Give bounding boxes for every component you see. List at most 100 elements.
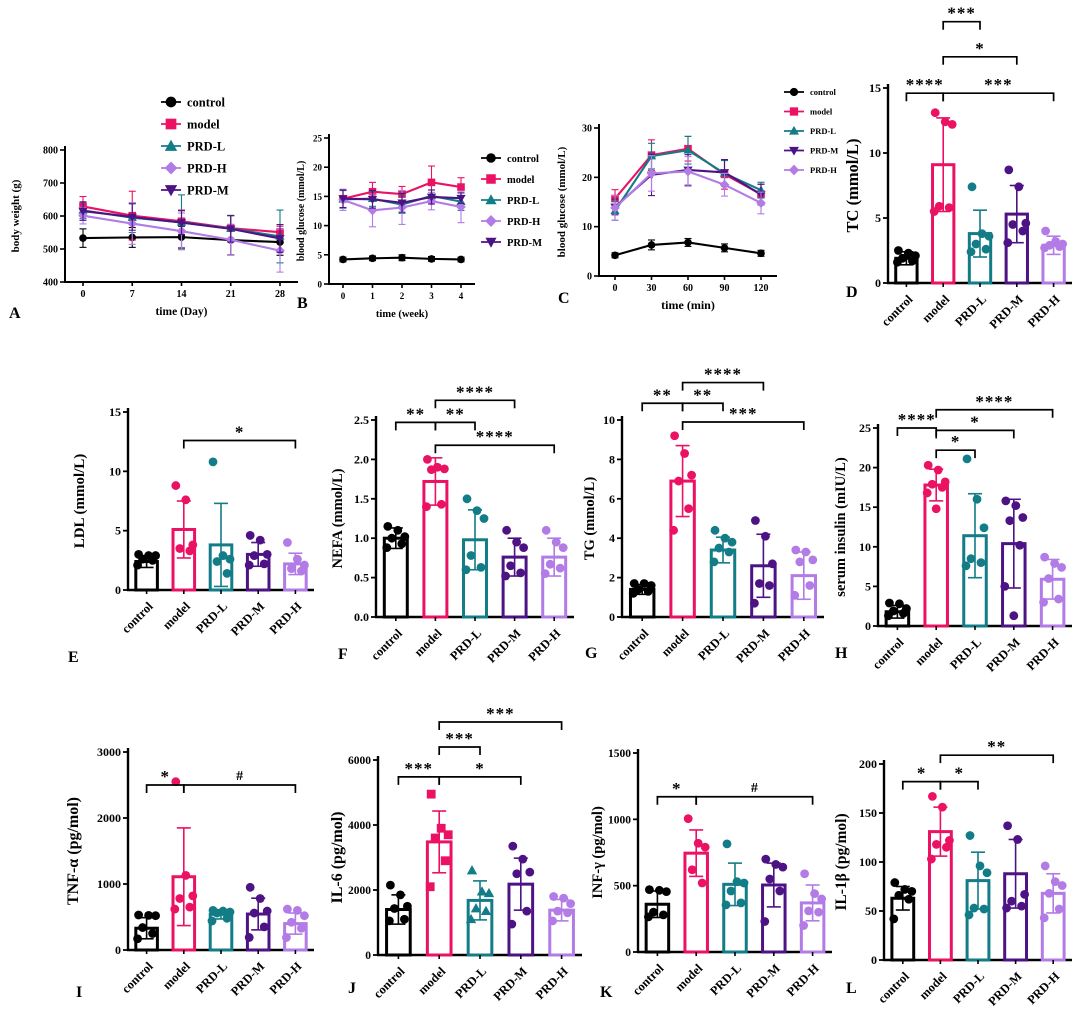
svg-text:15: 15 xyxy=(859,500,871,514)
svg-text:10: 10 xyxy=(313,221,323,231)
svg-text:PRD-M: PRD-M xyxy=(733,626,772,665)
svg-text:***: *** xyxy=(445,729,474,748)
svg-text:****: **** xyxy=(898,410,936,429)
svg-text:25: 25 xyxy=(313,134,323,144)
svg-text:20: 20 xyxy=(859,461,871,475)
svg-text:LDL (mmol/L): LDL (mmol/L) xyxy=(72,454,88,549)
svg-text:control: control xyxy=(630,961,667,998)
svg-text:PRD-M: PRD-M xyxy=(984,635,1023,674)
svg-text:K: K xyxy=(600,984,613,1001)
svg-text:8: 8 xyxy=(609,452,615,466)
svg-text:*: * xyxy=(975,39,985,58)
svg-text:**: ** xyxy=(693,385,712,404)
svg-text:control: control xyxy=(870,635,907,672)
svg-text:200: 200 xyxy=(859,757,877,771)
panel-F-svg: 0.0 0.5 1.0 1.5 2.0 2.5 control model PRD-L PRD-M… xyxy=(330,382,574,666)
svg-text:600: 600 xyxy=(43,212,58,223)
svg-text:1.5: 1.5 xyxy=(354,492,369,506)
svg-text:PRD-L: PRD-L xyxy=(952,292,989,329)
svg-text:IL-1β (pg/mol): IL-1β (pg/mol) xyxy=(833,813,850,910)
panel-K-inf-gamma-bar-chart: 0 500 1000 1500 control model PRD-L PRD-M PRD-H *… xyxy=(590,715,840,1015)
panel-F-nefa-bar-chart: 0.0 0.5 1.0 1.5 2.0 2.5 control model PRD-L PRD-M… xyxy=(330,360,582,680)
svg-text:1: 1 xyxy=(370,291,375,301)
svg-text:#: # xyxy=(751,781,758,796)
svg-text:0: 0 xyxy=(115,583,121,597)
svg-text:PRD-M: PRD-M xyxy=(985,969,1024,1008)
svg-text:IL-6 (pg/mol): IL-6 (pg/mol) xyxy=(330,812,346,904)
svg-text:2: 2 xyxy=(609,571,615,585)
svg-text:blood glucose (mmol/L): blood glucose (mmol/L) xyxy=(556,146,568,257)
svg-text:PRD-H: PRD-H xyxy=(267,959,305,997)
svg-text:5: 5 xyxy=(318,250,323,260)
svg-text:PRD-L: PRD-L xyxy=(447,626,484,663)
svg-text:model: model xyxy=(912,635,945,668)
svg-text:****: **** xyxy=(704,365,742,384)
svg-text:NEFA (mmol/L): NEFA (mmol/L) xyxy=(330,468,346,568)
svg-text:***: *** xyxy=(729,404,758,423)
svg-text:serum insulin (mIU/L): serum insulin (mIU/L) xyxy=(833,457,849,597)
panel-L-il1-beta-bar-chart: 0 50 100 150 200 control model PRD-L PRD-M PRD-H *… xyxy=(832,692,1080,1017)
svg-text:PRD-H: PRD-H xyxy=(507,217,540,228)
svg-text:90: 90 xyxy=(720,283,730,294)
svg-text:1.0: 1.0 xyxy=(354,531,369,545)
svg-text:control: control xyxy=(119,599,156,636)
svg-text:***: *** xyxy=(405,759,434,778)
svg-text:PRD-L: PRD-L xyxy=(950,969,987,1006)
svg-text:0: 0 xyxy=(587,272,592,283)
svg-text:0: 0 xyxy=(871,953,877,967)
svg-text:0.0: 0.0 xyxy=(354,610,369,624)
svg-text:PRD-H: PRD-H xyxy=(267,599,305,637)
svg-text:H: H xyxy=(835,645,848,662)
svg-text:E: E xyxy=(68,649,79,666)
svg-text:120: 120 xyxy=(754,283,769,294)
svg-text:5: 5 xyxy=(865,579,871,593)
svg-text:21: 21 xyxy=(226,289,236,300)
svg-text:*: * xyxy=(917,764,927,783)
svg-text:PRD-H: PRD-H xyxy=(1024,969,1062,1007)
svg-text:**: ** xyxy=(446,404,465,423)
svg-text:model: model xyxy=(415,964,448,997)
svg-text:PRD-L: PRD-L xyxy=(947,635,984,672)
svg-text:0: 0 xyxy=(115,943,121,957)
svg-text:15: 15 xyxy=(313,192,323,202)
svg-text:**: ** xyxy=(653,385,672,404)
svg-text:2: 2 xyxy=(400,291,405,301)
panel-B-blood-glucose-week-line-chart: 0 5 10 15 20 25 0 1 2 3 4 control model PRD-L PRD-H PRD… xyxy=(295,92,557,335)
svg-text:INF-γ (pg/mol): INF-γ (pg/mol) xyxy=(590,806,606,899)
svg-text:model: model xyxy=(917,969,950,1002)
svg-text:****: **** xyxy=(476,427,514,446)
svg-text:20: 20 xyxy=(582,173,592,184)
svg-text:control: control xyxy=(371,964,408,1001)
svg-text:6000: 6000 xyxy=(348,755,371,767)
svg-text:0: 0 xyxy=(613,283,618,294)
svg-text:control: control xyxy=(615,626,652,663)
svg-text:****: **** xyxy=(456,382,494,401)
svg-text:0: 0 xyxy=(341,291,346,301)
svg-text:PRD-L: PRD-L xyxy=(810,126,836,136)
svg-text:PRD-M: PRD-M xyxy=(491,964,530,1003)
svg-text:4000: 4000 xyxy=(348,820,371,832)
svg-text:J: J xyxy=(348,980,356,997)
svg-text:500: 500 xyxy=(43,245,58,256)
svg-text:PRD-H: PRD-H xyxy=(525,626,563,664)
svg-text:model: model xyxy=(187,118,220,132)
svg-text:model: model xyxy=(810,107,833,117)
panel-G-tg-bar-chart: 0 2 4 6 8 10 control model PRD-L PRD-M PRD-H *** ** *… xyxy=(582,352,832,680)
panel-K-svg: 0 500 1000 1500 control model PRD-L PRD-M PRD-H *… xyxy=(590,748,832,1001)
svg-text:400: 400 xyxy=(43,278,58,289)
svg-text:PRD-M: PRD-M xyxy=(507,238,542,249)
panel-E-ldl-bar-chart: 0 5 10 15 control model PRD-L PRD-M PRD-H * LDL (m… xyxy=(60,375,322,675)
svg-text:10: 10 xyxy=(603,413,615,427)
svg-text:*: * xyxy=(160,767,170,786)
svg-text:PRD-L: PRD-L xyxy=(707,961,744,998)
svg-text:2.5: 2.5 xyxy=(354,413,369,427)
svg-text:body weight (g): body weight (g) xyxy=(10,179,22,252)
svg-text:PRD-M: PRD-M xyxy=(187,184,229,198)
svg-text:4: 4 xyxy=(459,291,464,301)
svg-text:0: 0 xyxy=(875,276,881,290)
panel-A-body-weight-line-chart: 400 500 600 700 800 0 7 14 21 28 control model PRD-L… xyxy=(5,80,305,325)
svg-text:blood glucose (mmol/L): blood glucose (mmol/L) xyxy=(296,161,307,262)
svg-text:PRD-M: PRD-M xyxy=(744,961,783,1000)
